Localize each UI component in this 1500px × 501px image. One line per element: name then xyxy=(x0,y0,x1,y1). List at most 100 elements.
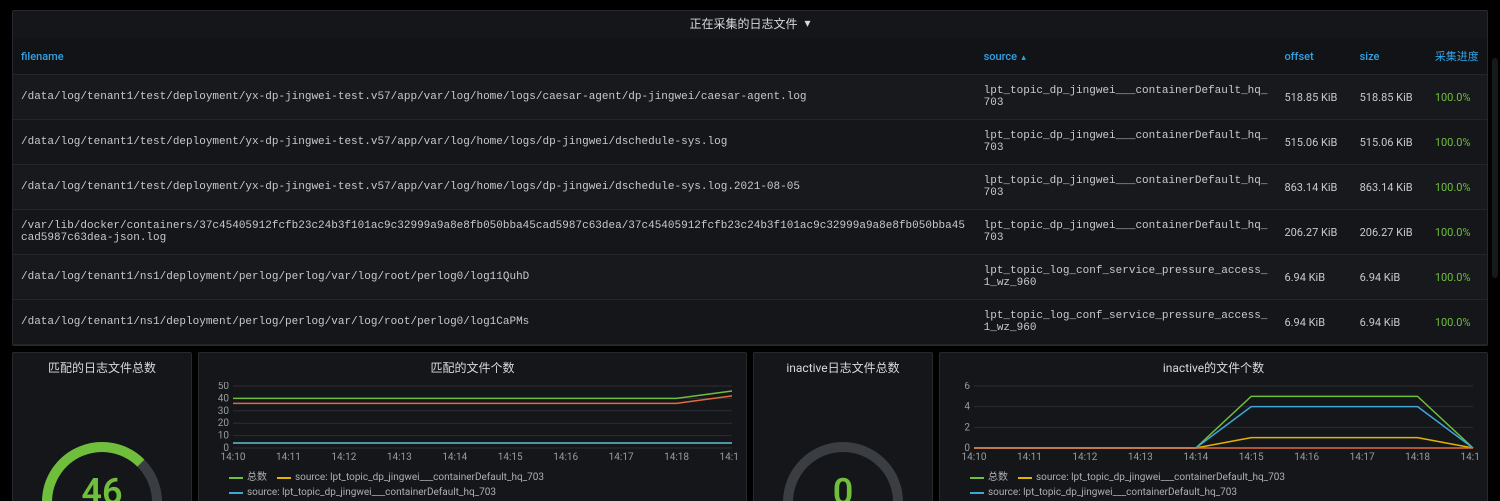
svg-text:20: 20 xyxy=(218,418,230,429)
cell-source: lpt_topic_dp_jingwei___containerDefault_… xyxy=(976,120,1277,165)
legend-item[interactable]: source: lpt_topic_dp_jingwei___container… xyxy=(970,486,1237,500)
table-row[interactable]: /data/log/tenant1/test/deployment/yx-dp-… xyxy=(13,165,1487,210)
svg-text:40: 40 xyxy=(218,393,230,404)
cell-offset: 515.06 KiB xyxy=(1276,120,1351,165)
svg-text:14:18: 14:18 xyxy=(1405,452,1430,462)
cell-pct: 100.0% xyxy=(1427,300,1487,345)
cell-offset: 863.14 KiB xyxy=(1276,165,1351,210)
table-body: /data/log/tenant1/test/deployment/yx-dp-… xyxy=(13,75,1487,345)
chart1-svg: 0102030405014:1014:1114:1214:1314:1414:1… xyxy=(207,382,738,462)
cell-size: 6.94 KiB xyxy=(1352,300,1427,345)
table-row[interactable]: /data/log/tenant1/ns1/deployment/perlog/… xyxy=(13,300,1487,345)
svg-text:14:18: 14:18 xyxy=(664,452,689,462)
chevron-down-icon: ▾ xyxy=(804,16,810,30)
cell-pct: 100.0% xyxy=(1427,120,1487,165)
svg-text:14:12: 14:12 xyxy=(331,452,356,462)
cell-filename: /data/log/tenant1/test/deployment/yx-dp-… xyxy=(13,75,976,120)
col-pct[interactable]: 采集进度 xyxy=(1427,38,1487,75)
cell-source: lpt_topic_log_conf_service_pressure_acce… xyxy=(976,300,1277,345)
col-size-label: size xyxy=(1360,50,1380,63)
col-filename[interactable]: filename xyxy=(13,38,976,75)
gauge2-body: 0 xyxy=(754,378,932,501)
cell-pct: 100.0% xyxy=(1427,75,1487,120)
chart2-body[interactable]: 024614:1014:1114:1214:1314:1414:1514:161… xyxy=(940,378,1487,468)
svg-text:30: 30 xyxy=(218,406,230,417)
cell-offset: 6.94 KiB xyxy=(1276,255,1351,300)
col-size[interactable]: size xyxy=(1352,38,1427,75)
log-table: filename source ▴ offset size 采集进度 /data… xyxy=(13,38,1487,345)
cell-offset: 6.94 KiB xyxy=(1276,300,1351,345)
col-source-label: source xyxy=(984,50,1017,63)
cell-filename: /data/log/tenant1/ns1/deployment/perlog/… xyxy=(13,300,976,345)
table-header-row: filename source ▴ offset size 采集进度 xyxy=(13,38,1487,75)
svg-text:14:13: 14:13 xyxy=(387,452,412,462)
cell-size: 863.14 KiB xyxy=(1352,165,1427,210)
chart2-svg: 024614:1014:1114:1214:1314:1414:1514:161… xyxy=(948,382,1479,462)
gauge2-title[interactable]: inactive日志文件总数 xyxy=(754,353,932,378)
legend-item[interactable]: source: lpt_topic_dp_jingwei___container… xyxy=(277,471,544,485)
svg-text:14:17: 14:17 xyxy=(609,452,634,462)
svg-text:14:19: 14:19 xyxy=(1461,452,1479,462)
chart1-body[interactable]: 0102030405014:1014:1114:1214:1314:1414:1… xyxy=(199,378,746,468)
cell-offset: 518.85 KiB xyxy=(1276,75,1351,120)
cell-filename: /data/log/tenant1/test/deployment/yx-dp-… xyxy=(13,165,976,210)
svg-text:2: 2 xyxy=(964,422,970,433)
table-row[interactable]: /var/lib/docker/containers/37c45405912fc… xyxy=(13,210,1487,255)
sort-asc-icon: ▴ xyxy=(1019,53,1026,63)
svg-text:14:16: 14:16 xyxy=(1294,452,1319,462)
cell-size: 6.94 KiB xyxy=(1352,255,1427,300)
svg-text:14:13: 14:13 xyxy=(1128,452,1153,462)
svg-text:14:11: 14:11 xyxy=(1017,452,1042,462)
col-offset[interactable]: offset xyxy=(1276,38,1351,75)
gauge1-body: 46 xyxy=(13,378,191,501)
cell-filename: /data/log/tenant1/test/deployment/yx-dp-… xyxy=(13,120,976,165)
cell-source: lpt_topic_dp_jingwei___containerDefault_… xyxy=(976,210,1277,255)
legend-item[interactable]: 总数 xyxy=(970,471,1008,485)
cell-source: lpt_topic_log_conf_service_pressure_acce… xyxy=(976,255,1277,300)
col-source[interactable]: source ▴ xyxy=(976,38,1277,75)
dashboard-frame: 正在采集的日志文件 ▾ filename source ▴ offset siz… xyxy=(0,0,1500,501)
svg-text:6: 6 xyxy=(964,382,970,392)
chart-panel-matched: 匹配的文件个数 0102030405014:1014:1114:1214:131… xyxy=(198,352,747,501)
legend-item[interactable]: source: lpt_topic_dp_jingwei___container… xyxy=(1018,471,1285,485)
svg-text:14:19: 14:19 xyxy=(720,452,738,462)
cell-size: 518.85 KiB xyxy=(1352,75,1427,120)
gauge1-title[interactable]: 匹配的日志文件总数 xyxy=(13,353,191,378)
cell-pct: 100.0% xyxy=(1427,255,1487,300)
chart1-title[interactable]: 匹配的文件个数 xyxy=(199,353,746,378)
cell-size: 206.27 KiB xyxy=(1352,210,1427,255)
svg-text:14:14: 14:14 xyxy=(1183,452,1208,462)
col-pct-label: 采集进度 xyxy=(1435,50,1479,63)
gauge-panel-inactive: inactive日志文件总数 0 xyxy=(753,352,933,501)
cell-pct: 100.0% xyxy=(1427,165,1487,210)
svg-text:14:10: 14:10 xyxy=(221,452,246,462)
svg-text:14:12: 14:12 xyxy=(1072,452,1097,462)
table-panel: 正在采集的日志文件 ▾ filename source ▴ offset siz… xyxy=(12,10,1488,346)
legend-item[interactable]: source: lpt_topic_dp_jingwei___container… xyxy=(229,486,496,500)
svg-text:10: 10 xyxy=(218,431,230,442)
chart2-title[interactable]: inactive的文件个数 xyxy=(940,353,1487,378)
chart-panel-inactive: inactive的文件个数 024614:1014:1114:1214:1314… xyxy=(939,352,1488,501)
table-row[interactable]: /data/log/tenant1/test/deployment/yx-dp-… xyxy=(13,120,1487,165)
cell-filename: /var/lib/docker/containers/37c45405912fc… xyxy=(13,210,976,255)
cell-filename: /data/log/tenant1/ns1/deployment/perlog/… xyxy=(13,255,976,300)
table-title-text: 正在采集的日志文件 xyxy=(689,17,797,31)
scrollbar[interactable] xyxy=(1492,58,1498,278)
table-row[interactable]: /data/log/tenant1/test/deployment/yx-dp-… xyxy=(13,75,1487,120)
bottom-row: 匹配的日志文件总数 46 匹配的文件个数 0102030405014:1014:… xyxy=(12,352,1488,501)
cell-source: lpt_topic_dp_jingwei___containerDefault_… xyxy=(976,75,1277,120)
table-panel-title[interactable]: 正在采集的日志文件 ▾ xyxy=(13,11,1487,38)
svg-text:50: 50 xyxy=(218,382,230,392)
gauge2-value: 0 xyxy=(833,471,854,501)
chart2-legend: 总数source: lpt_topic_dp_jingwei___contain… xyxy=(940,468,1487,501)
svg-text:14:16: 14:16 xyxy=(553,452,578,462)
gauge1-value: 46 xyxy=(81,471,122,501)
gauge-panel-matched: 匹配的日志文件总数 46 xyxy=(12,352,192,501)
svg-text:4: 4 xyxy=(964,402,970,413)
cell-pct: 100.0% xyxy=(1427,210,1487,255)
table-row[interactable]: /data/log/tenant1/ns1/deployment/perlog/… xyxy=(13,255,1487,300)
svg-text:14:15: 14:15 xyxy=(1239,452,1264,462)
cell-size: 515.06 KiB xyxy=(1352,120,1427,165)
legend-item[interactable]: 总数 xyxy=(229,471,267,485)
col-filename-label: filename xyxy=(21,50,64,63)
